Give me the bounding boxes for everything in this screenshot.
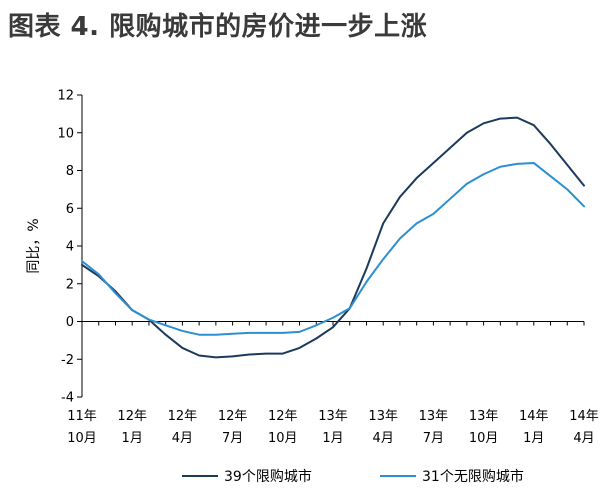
x-tick-label-month: 1月 xyxy=(322,431,343,446)
x-tick-label-month: 1月 xyxy=(122,431,143,446)
x-tick-label-year: 11年 xyxy=(67,409,97,424)
x-tick-label-month: 7月 xyxy=(423,431,444,446)
x-tick-label-year: 12年 xyxy=(218,409,248,424)
x-tick-label-year: 12年 xyxy=(268,409,298,424)
x-tick-label-year: 12年 xyxy=(117,409,147,424)
x-tick-label-year: 13年 xyxy=(368,409,398,424)
y-tick-label: 6 xyxy=(66,202,74,217)
y-tick-label: 2 xyxy=(66,277,74,292)
legend-label-2: 31个无限购城市 xyxy=(422,468,524,485)
y-tick-label: -2 xyxy=(61,353,74,368)
x-tick-label-year: 12年 xyxy=(168,409,198,424)
chart-series xyxy=(81,116,585,359)
x-tick-label-month: 7月 xyxy=(222,431,243,446)
x-tick-label-year: 14年 xyxy=(519,409,549,424)
x-tick-label-year: 13年 xyxy=(419,409,449,424)
x-tick-label-month: 4月 xyxy=(573,431,594,446)
x-tick-label-month: 10月 xyxy=(67,431,97,446)
y-tick-label: 4 xyxy=(66,240,74,255)
x-tick-label-year: 14年 xyxy=(569,409,599,424)
y-tick-label: 10 xyxy=(57,126,74,141)
figure-title: 图表 4. 限购城市的房价进一步上涨 xyxy=(8,12,428,42)
y-tick-label: 0 xyxy=(66,315,74,330)
y-tick-label: 12 xyxy=(57,89,74,104)
x-tick-label-month: 10月 xyxy=(469,431,499,446)
y-axis-title: 同比，% xyxy=(26,218,42,273)
chart-legend: 39个限购城市 31个无限购城市 xyxy=(182,468,524,485)
x-tick-label-month: 4月 xyxy=(172,431,193,446)
series-line-2 xyxy=(81,161,585,336)
chart-axes: -4 -2 0 2 4 6 8 10 12 11年 10月 12年 1月 12年 4月 12年 7月 12年 10月… xyxy=(26,89,599,447)
legend-label-1: 39个限购城市 xyxy=(224,468,312,485)
y-tick-label: -4 xyxy=(61,391,74,406)
x-tick-label-month: 4月 xyxy=(373,431,394,446)
x-tick-label-year: 13年 xyxy=(469,409,499,424)
x-tick-label-month: 1月 xyxy=(523,431,544,446)
series-line-1 xyxy=(81,116,585,359)
x-tick-label-month: 10月 xyxy=(268,431,298,446)
y-tick-label: 8 xyxy=(66,164,74,179)
x-tick-label-year: 13年 xyxy=(318,409,348,424)
